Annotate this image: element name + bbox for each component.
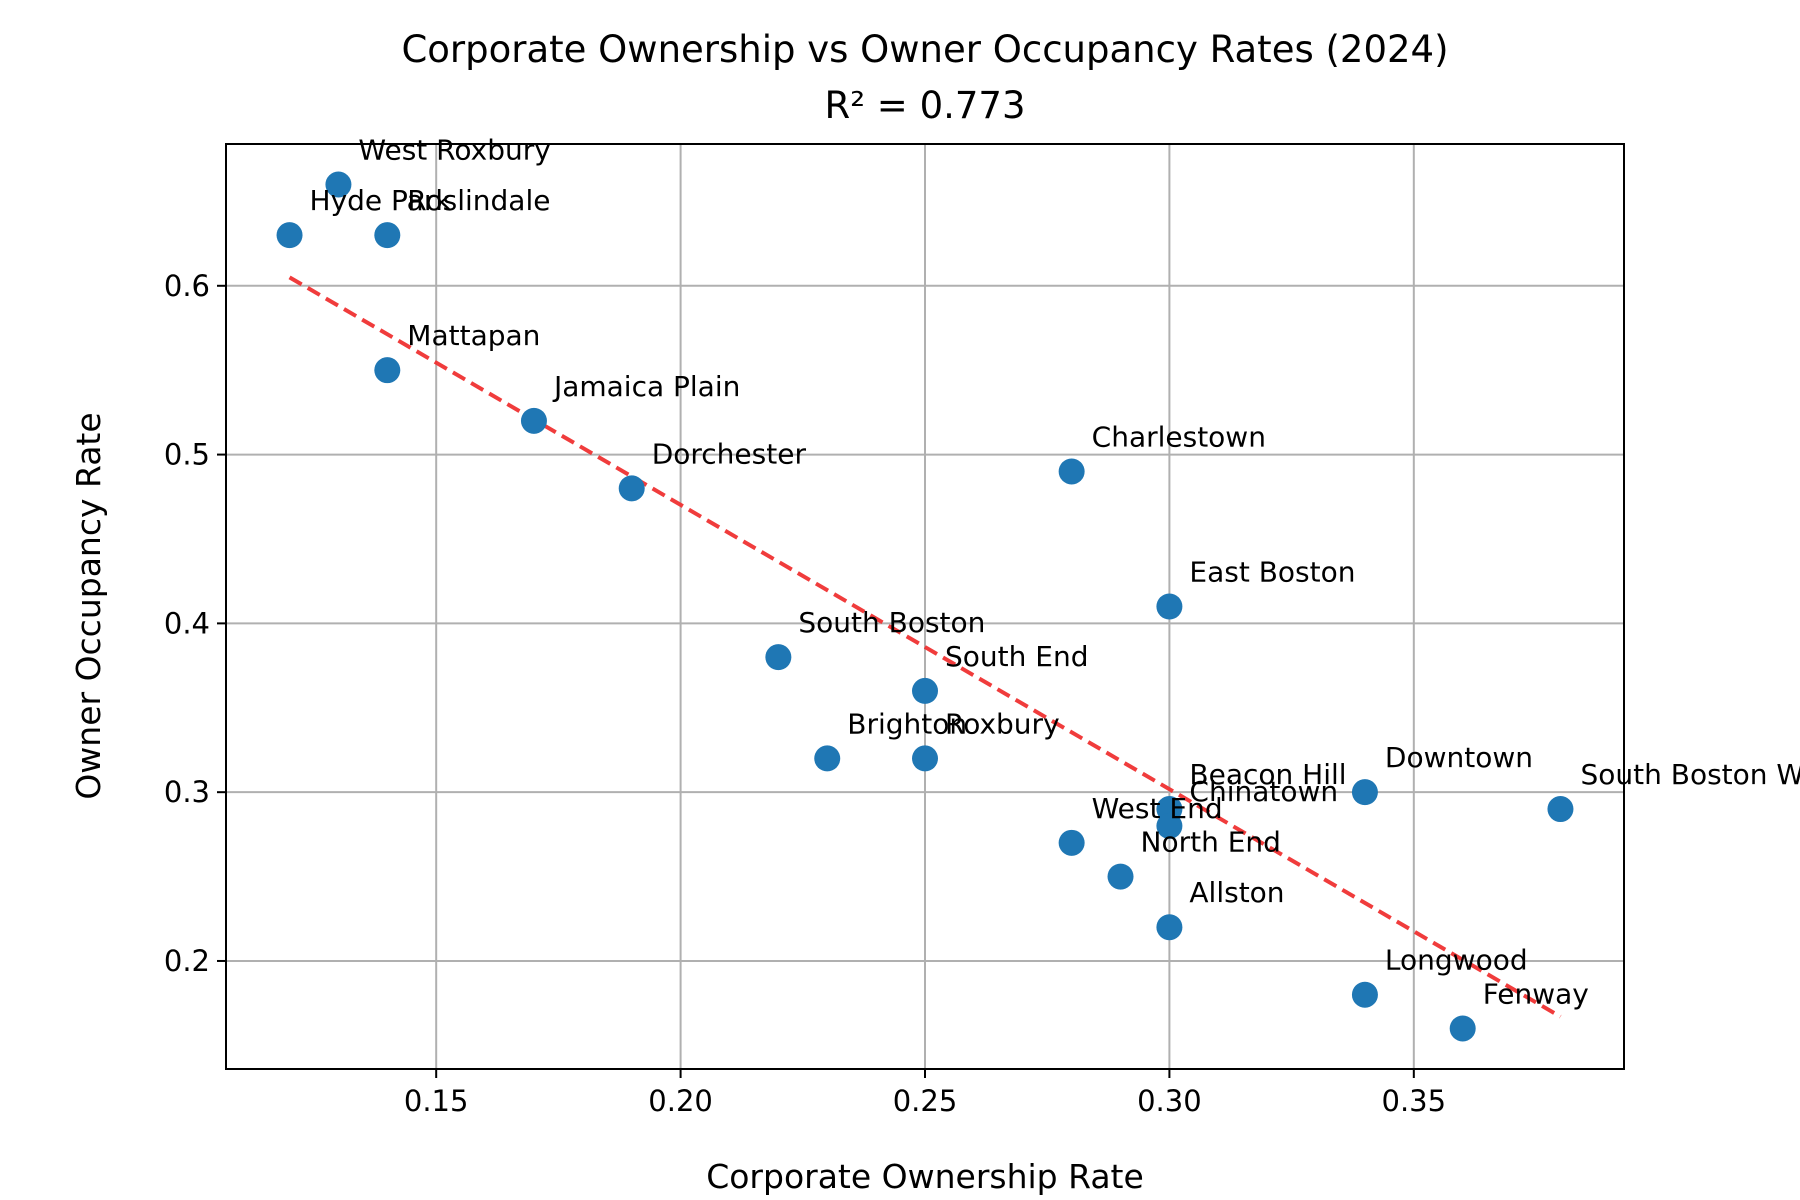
data-point — [814, 745, 841, 772]
data-point — [374, 357, 401, 384]
point-label: Roxbury — [945, 707, 1060, 740]
data-point — [520, 407, 547, 434]
point-label: Beacon Hill — [1189, 758, 1346, 791]
y-tick-label: 0.6 — [164, 269, 210, 303]
data-point — [1156, 593, 1183, 620]
data-point — [1547, 796, 1574, 823]
y-tick-label: 0.5 — [164, 438, 210, 472]
point-label: Roslindale — [407, 184, 550, 217]
point-label: Chinatown — [1189, 775, 1338, 808]
data-point — [276, 222, 303, 249]
data-point — [325, 171, 352, 198]
trendline-group — [288, 275, 1562, 1019]
trendline — [288, 275, 1562, 1019]
data-point — [374, 222, 401, 249]
data-point — [1351, 981, 1378, 1008]
x-tick-label: 0.15 — [404, 1084, 469, 1118]
data-point — [1058, 829, 1085, 856]
point-label: North End — [1141, 826, 1281, 859]
point-label: South Boston Waterfront — [1580, 758, 1800, 791]
x-axis-label: Corporate Ownership Rate — [706, 1157, 1144, 1196]
point-label: Dorchester — [652, 437, 807, 470]
point-label: Fenway — [1483, 977, 1589, 1010]
data-point — [1107, 863, 1134, 890]
y-axis-label: Owner Occupancy Rate — [69, 412, 108, 799]
data-point — [1156, 914, 1183, 941]
data-point — [765, 644, 792, 671]
point-label: Allston — [1189, 876, 1284, 909]
tick-marks: 0.15 0.20 0.25 0.30 0.35 0.2 0.3 0.4 0.5 0.6 — [164, 269, 1446, 1118]
y-tick-label: 0.3 — [164, 775, 210, 809]
data-point — [912, 745, 938, 772]
point-label: Hyde Park — [310, 184, 453, 217]
x-tick-label: 0.20 — [648, 1084, 713, 1118]
point-label: South Boston — [798, 606, 985, 639]
point-label: Downtown — [1385, 741, 1533, 774]
x-tick-label: 0.25 — [893, 1084, 958, 1118]
x-tick-label: 0.35 — [1382, 1084, 1447, 1118]
point-label: Longwood — [1385, 944, 1528, 977]
plot-frame — [225, 143, 1625, 1070]
point-label: Brighton — [847, 707, 967, 740]
point-label: South End — [945, 640, 1089, 673]
point-label: Mattapan — [407, 319, 540, 352]
data-point — [1449, 1015, 1476, 1042]
data-point — [1156, 812, 1183, 839]
point-label: East Boston — [1189, 556, 1355, 589]
data-point — [618, 475, 645, 502]
data-point — [1058, 458, 1085, 485]
data-point — [1351, 779, 1378, 806]
data-point — [912, 677, 938, 704]
point-label: West End — [1092, 792, 1223, 825]
grid-lines — [226, 144, 1624, 1069]
chart-title: Corporate Ownership vs Owner Occupancy R… — [401, 28, 1448, 71]
point-label: Charlestown — [1092, 420, 1266, 453]
chart-subtitle: R² = 0.773 — [825, 84, 1026, 127]
data-points — [276, 171, 1574, 1042]
point-label: Jamaica Plain — [552, 370, 740, 403]
y-tick-label: 0.2 — [164, 944, 210, 978]
y-tick-label: 0.4 — [164, 606, 210, 640]
x-tick-label: 0.30 — [1137, 1084, 1202, 1118]
point-label: West Roxbury — [358, 134, 550, 167]
